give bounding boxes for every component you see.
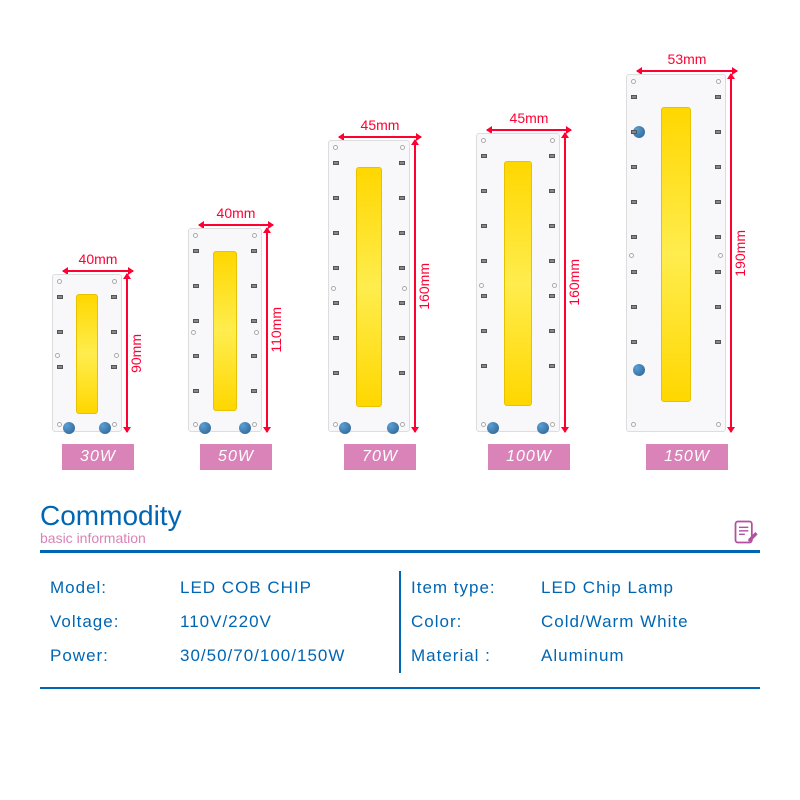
wattage-badge: 50W <box>200 444 272 470</box>
spec-row: Power:30/50/70/100/150W <box>50 639 389 673</box>
spec-key: Material : <box>411 646 541 666</box>
spec-value: LED Chip Lamp <box>541 578 750 598</box>
chip-comparison-row: 40mm 90mm 30W 40mm <box>0 0 800 490</box>
spec-value: Cold/Warm White <box>541 612 750 632</box>
spec-key: Item type: <box>411 578 541 598</box>
chip-group-30w: 40mm 90mm 30W <box>52 251 144 470</box>
spec-value: LED COB CHIP <box>180 578 389 598</box>
spec-value: 110V/220V <box>180 612 389 632</box>
capacitor-icon <box>633 364 645 376</box>
spec-key: Power: <box>50 646 180 666</box>
spec-row: Item type:LED Chip Lamp <box>411 571 750 605</box>
height-dimension-label: 160mm <box>566 259 582 306</box>
capacitor-icon <box>487 422 499 434</box>
spec-value: Aluminum <box>541 646 750 666</box>
height-dimension-label: 90mm <box>128 334 144 373</box>
width-dimension-line <box>637 70 737 72</box>
spec-row: Color:Cold/Warm White <box>411 605 750 639</box>
spec-key: Voltage: <box>50 612 180 632</box>
spec-section: Commodity basic information Model:LED CO… <box>0 490 800 699</box>
capacitor-icon <box>339 422 351 434</box>
spec-key: Color: <box>411 612 541 632</box>
led-chip <box>188 228 262 432</box>
width-dimension-label: 45mm <box>510 110 549 126</box>
chip-group-150w: 53mm 190mm 150W <box>626 51 748 470</box>
led-chip <box>52 274 122 432</box>
spec-header: Commodity basic information <box>40 500 760 553</box>
capacitor-icon <box>537 422 549 434</box>
led-chip <box>328 140 410 432</box>
spec-row: Voltage:110V/220V <box>50 605 389 639</box>
wattage-badge: 30W <box>62 444 134 470</box>
chip-group-70w: 45mm 160mm 70W <box>328 117 432 470</box>
spec-row: Material :Aluminum <box>411 639 750 673</box>
section-subtitle: basic information <box>40 530 182 546</box>
capacitor-icon <box>387 422 399 434</box>
width-dimension-label: 45mm <box>361 117 400 133</box>
spec-key: Model: <box>50 578 180 598</box>
capacitor-icon <box>99 422 111 434</box>
spec-col-left: Model:LED COB CHIPVoltage:110V/220VPower… <box>40 571 401 673</box>
chip-group-100w: 45mm 160mm 100W <box>476 110 582 470</box>
width-dimension-label: 40mm <box>79 251 118 267</box>
height-dimension-label: 190mm <box>732 230 748 277</box>
spec-value: 30/50/70/100/150W <box>180 646 389 666</box>
width-dimension-line <box>339 136 421 138</box>
capacitor-icon <box>239 422 251 434</box>
wattage-badge: 150W <box>646 444 728 470</box>
width-dimension-label: 53mm <box>668 51 707 67</box>
height-dimension-label: 110mm <box>268 307 284 353</box>
width-dimension-line <box>63 270 133 272</box>
spec-row: Model:LED COB CHIP <box>50 571 389 605</box>
spec-col-right: Item type:LED Chip LampColor:Cold/Warm W… <box>401 571 760 673</box>
height-dimension-label: 160mm <box>416 263 432 310</box>
section-title: Commodity <box>40 500 182 532</box>
width-dimension-label: 40mm <box>217 205 256 221</box>
width-dimension-line <box>487 129 571 131</box>
wattage-badge: 100W <box>488 444 570 470</box>
width-dimension-line <box>199 224 273 226</box>
wattage-badge: 70W <box>344 444 416 470</box>
capacitor-icon <box>199 422 211 434</box>
edit-icon <box>732 518 760 546</box>
led-chip <box>476 133 560 432</box>
chip-group-50w: 40mm 110mm 50W <box>188 205 284 470</box>
capacitor-icon <box>63 422 75 434</box>
led-chip <box>626 74 726 432</box>
spec-table: Model:LED COB CHIPVoltage:110V/220VPower… <box>40 557 760 689</box>
